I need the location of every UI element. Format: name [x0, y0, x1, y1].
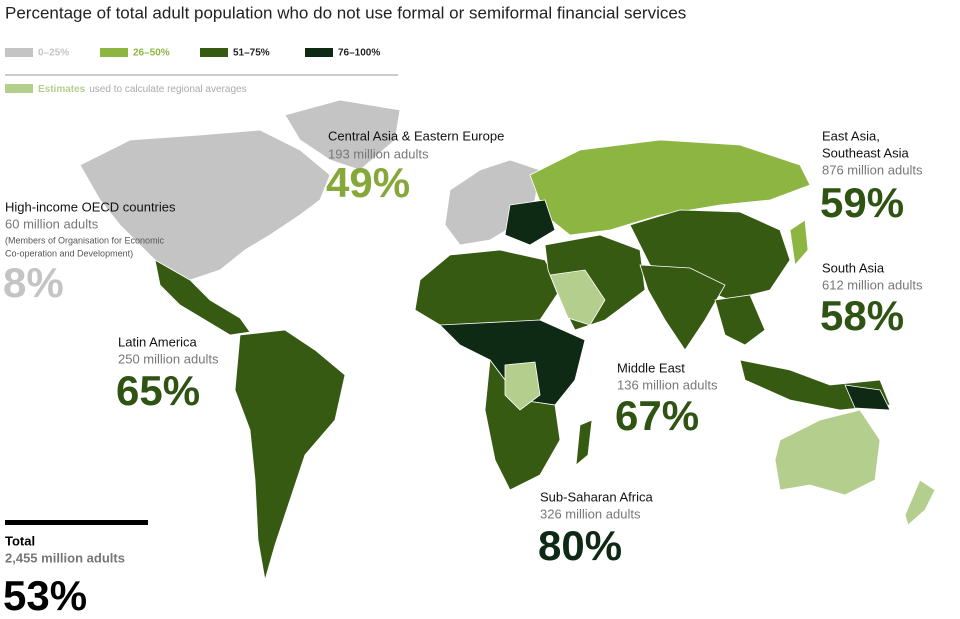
region-note: (Members of Organisation for Economic	[5, 235, 165, 245]
region-percent: 58%	[820, 292, 904, 339]
region-name: Sub-Saharan Africa	[540, 489, 654, 504]
legend-label: 26–50%	[133, 48, 170, 59]
arabia-estimate	[549, 269, 606, 326]
region-labels: Central Asia & Eastern Europe 193 millio…	[3, 128, 923, 569]
north-africa	[414, 249, 561, 326]
region-adults: 612 million adults	[822, 277, 923, 292]
region-percent: 49%	[326, 159, 410, 206]
congo-estimate	[504, 361, 541, 411]
legend: 0–25% 26–50% 51–75% 76–100% Estimates use…	[5, 48, 398, 95]
region-percent: 80%	[538, 522, 622, 569]
region-name: Latin America	[118, 334, 198, 349]
total-bar	[5, 520, 148, 525]
region-name: Middle East	[617, 360, 685, 375]
region-percent: 67%	[615, 392, 699, 439]
total-adults: 2,455 million adults	[5, 550, 125, 565]
region-adults: 136 million adults	[617, 377, 718, 392]
legend-swatch	[100, 48, 128, 57]
central-america	[154, 259, 251, 336]
region-adults: 326 million adults	[540, 506, 641, 521]
region-name: East Asia,	[822, 128, 880, 143]
region-name: Southeast Asia	[822, 145, 909, 160]
japan	[789, 219, 809, 266]
papua	[844, 384, 891, 411]
estimates-text: used to calculate regional averages	[89, 84, 246, 95]
region-adults: 193 million adults	[328, 146, 429, 161]
region-name: Central Asia & Eastern Europe	[328, 128, 504, 143]
region-percent: 8%	[3, 259, 64, 306]
region-note: Co-operation and Development)	[5, 248, 133, 258]
greenland	[284, 99, 401, 171]
india	[639, 264, 726, 351]
legend-swatch	[305, 48, 333, 57]
legend-label: 76–100%	[338, 48, 380, 59]
russia-central-asia	[529, 139, 811, 236]
world-map	[79, 99, 936, 581]
total: Total 2,455 million adults 53%	[3, 520, 148, 619]
legend-swatch	[5, 84, 33, 93]
total-percent: 53%	[3, 572, 87, 619]
eastern-europe	[504, 199, 556, 246]
estimates-label: Estimates	[38, 84, 86, 95]
title: Percentage of total adult population who…	[5, 3, 686, 22]
australia	[774, 409, 881, 496]
region-name: High-income OECD countries	[5, 199, 176, 214]
legend-label: 51–75%	[233, 48, 270, 59]
legend-label: 0–25%	[38, 48, 69, 59]
region-percent: 65%	[116, 367, 200, 414]
new-zealand	[904, 479, 936, 526]
south-america	[234, 329, 346, 581]
madagascar	[575, 419, 593, 466]
region-name: South Asia	[822, 260, 885, 275]
legend-swatch	[200, 48, 228, 57]
estimates-note: Estimates used to calculate regional aver…	[38, 84, 247, 95]
north-america	[79, 129, 331, 281]
region-percent: 59%	[820, 179, 904, 226]
region-adults: 876 million adults	[822, 162, 923, 177]
total-label: Total	[5, 533, 35, 548]
region-adults: 60 million adults	[5, 216, 99, 231]
legend-swatch	[5, 48, 33, 57]
region-adults: 250 million adults	[118, 351, 219, 366]
southeast-asia	[714, 294, 766, 346]
